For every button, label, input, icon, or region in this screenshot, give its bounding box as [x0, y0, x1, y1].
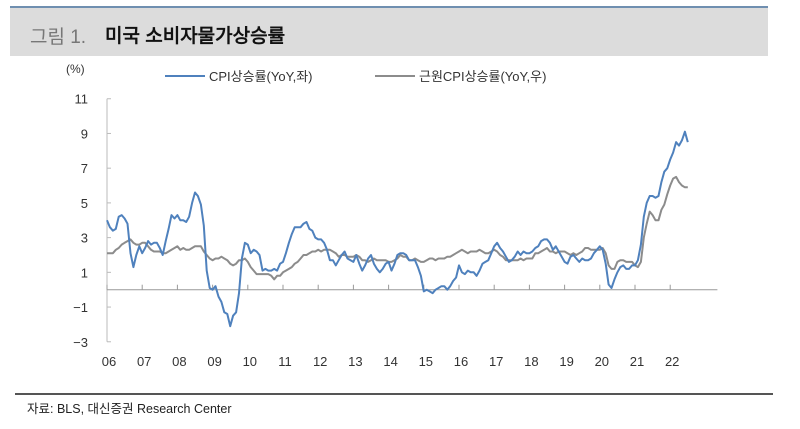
- x-tick-label: 14: [383, 354, 397, 369]
- x-tick-label: 16: [454, 354, 468, 369]
- legend-label: CPI상승률(YoY,좌): [209, 69, 313, 84]
- x-tick-label: 15: [419, 354, 433, 369]
- x-tick-label: 18: [524, 354, 538, 369]
- y-tick-label: 7: [81, 161, 88, 176]
- x-tick-label: 08: [172, 354, 186, 369]
- source-note: 자료: BLS, 대신증권 Research Center: [27, 402, 232, 416]
- legend-swatch: [375, 74, 415, 77]
- x-tick-label: 22: [665, 354, 679, 369]
- y-tick-label: 3: [81, 231, 88, 246]
- title-bar: 그림 1. 미국 소비자물가상승률: [10, 6, 768, 56]
- legend-swatch: [165, 74, 205, 77]
- core-cpi-line: [107, 175, 688, 281]
- x-tick-label: 07: [137, 354, 151, 369]
- x-tick-label: 11: [278, 354, 292, 369]
- y-tick-label: 11: [75, 92, 89, 107]
- y-tick-label: 1: [81, 265, 88, 280]
- x-tick-label: 09: [207, 354, 221, 369]
- y-axis-unit: (%): [66, 62, 85, 76]
- x-tick-label: 13: [348, 354, 362, 369]
- y-tick-label: 9: [81, 126, 88, 141]
- legend-item-core-cpi: 근원CPI상승률(YoY,우): [375, 66, 546, 85]
- divider: [15, 393, 773, 395]
- legend-label: 근원CPI상승률(YoY,우): [419, 69, 547, 84]
- y-tick-label: −3: [73, 335, 88, 350]
- x-tick-label: 17: [489, 354, 503, 369]
- cpi-line: [106, 130, 689, 328]
- x-tick-label: 06: [102, 354, 116, 369]
- legend-item-cpi: CPI상승률(YoY,좌): [165, 66, 312, 85]
- x-tick-label: 12: [313, 354, 327, 369]
- x-tick-label: 10: [243, 354, 257, 369]
- x-tick-label: 20: [595, 354, 609, 369]
- page-title: 미국 소비자물가상승률: [105, 26, 286, 47]
- x-tick-label: 19: [559, 354, 573, 369]
- figure-number: 그림 1.: [30, 27, 87, 48]
- y-tick-label: 5: [81, 196, 88, 211]
- y-tick-label: −1: [73, 300, 88, 315]
- x-tick-label: 21: [630, 354, 644, 369]
